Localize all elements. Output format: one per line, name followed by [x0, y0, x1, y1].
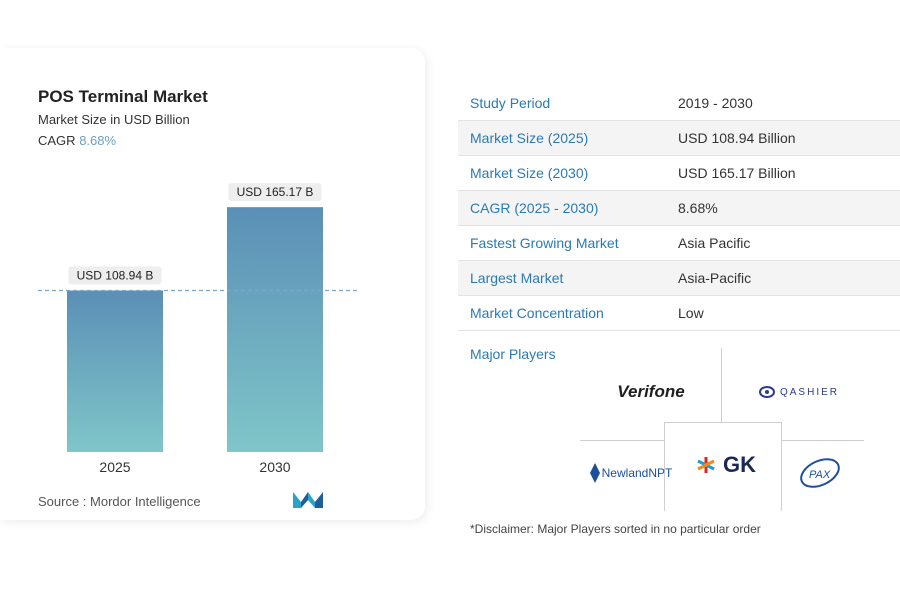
newland-name: NewlandNPT	[601, 466, 673, 480]
chart-title: POS Terminal Market	[38, 87, 208, 106]
table-row: CAGR (2025 - 2030) 8.68%	[458, 191, 900, 226]
x-tick-label: 2025	[99, 459, 130, 475]
source-text: Source : Mordor Intelligence	[38, 494, 201, 509]
table-row: Largest Market Asia-Pacific	[458, 261, 900, 296]
row-key: CAGR (2025 - 2030)	[470, 200, 599, 216]
row-value: USD 165.17 Billion	[678, 165, 796, 181]
table-row: Market Size (2025) USD 108.94 Billion	[458, 121, 900, 156]
major-players-label: Major Players	[470, 346, 556, 362]
pax-icon: PAX	[800, 458, 840, 488]
qashier-logo: QASHIER	[744, 382, 854, 402]
players-divider	[780, 440, 864, 441]
row-value: Asia Pacific	[678, 235, 751, 251]
cagr-label: CAGR	[38, 133, 76, 148]
players-divider	[721, 348, 722, 422]
gk-name: GK	[723, 452, 756, 477]
mordor-logo-icon	[293, 492, 323, 508]
gk-logo: GK	[680, 452, 770, 478]
newland-icon	[589, 463, 600, 483]
bar-chart: USD 108.94 B 2025 USD 165.17 B 2030	[38, 183, 358, 475]
table-row: Study Period 2019 - 2030	[458, 86, 900, 121]
players-divider	[580, 440, 664, 441]
bar-2030	[227, 207, 323, 452]
cagr-line: CAGR 8.68%	[38, 133, 116, 148]
row-value: Low	[678, 305, 704, 321]
data-label: USD 108.94 B	[77, 269, 154, 283]
chart-subtitle: Market Size in USD Billion	[38, 112, 190, 127]
qashier-name: QASHIER	[779, 386, 839, 398]
data-label-bg	[228, 183, 322, 202]
verifone-logo: Verifone	[617, 382, 685, 401]
qashier-icon	[758, 386, 775, 398]
x-tick-label: 2030	[259, 459, 290, 475]
row-key: Largest Market	[470, 270, 564, 286]
newland-logo: NewlandNPT	[586, 458, 676, 488]
row-key: Market Size (2025)	[470, 130, 589, 146]
row-value: USD 108.94 Billion	[678, 130, 796, 146]
row-key: Market Concentration	[470, 305, 604, 321]
table-row: Fastest Growing Market Asia Pacific	[458, 226, 900, 261]
table-row: Market Concentration Low	[458, 296, 900, 331]
pax-logo: PAX	[790, 456, 850, 492]
bar-2025	[67, 290, 163, 452]
row-value: 8.68%	[678, 200, 718, 216]
row-key: Market Size (2030)	[470, 165, 589, 181]
gk-icon	[697, 457, 715, 473]
data-label: USD 165.17 B	[237, 185, 314, 199]
market-summary-table: Study Period 2019 - 2030 Market Size (20…	[458, 86, 900, 331]
featured-player-box	[664, 422, 782, 511]
data-label-bg	[68, 266, 162, 285]
row-key: Study Period	[470, 95, 551, 111]
table-row: Market Size (2030) USD 165.17 Billion	[458, 156, 900, 191]
row-value: Asia-Pacific	[678, 270, 752, 286]
row-value: 2019 - 2030	[678, 95, 753, 111]
cagr-value: 8.68%	[79, 133, 117, 148]
row-key: Fastest Growing Market	[470, 235, 619, 251]
disclaimer-text: *Disclaimer: Major Players sorted in no …	[470, 522, 761, 536]
pax-name: PAX	[809, 469, 831, 481]
